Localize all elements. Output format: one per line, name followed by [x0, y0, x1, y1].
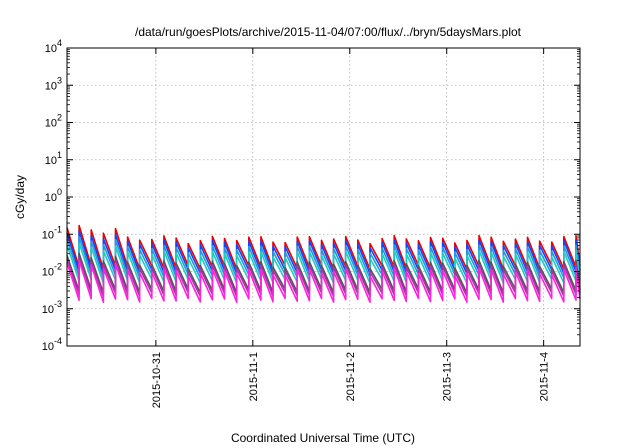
y-axis-label: cGy/day	[13, 175, 27, 219]
y-tick-label: 10-1	[42, 224, 62, 241]
x-axis: 2015-10-31 2015-11-1 2015-11-2 2015-11-3 201…	[151, 48, 551, 408]
x-tick-label: 2015-11-2	[345, 352, 357, 401]
chart-title: /data/run/goesPlots/archive/2015-11-04/0…	[135, 25, 522, 39]
x-tick-label: 2015-11-4	[539, 352, 551, 401]
y-tick-label: 102	[45, 113, 62, 130]
y-tick-label: 100	[45, 187, 62, 204]
series-line-3	[66, 235, 581, 279]
y-axis: 10-4 10-3 10-2 10-1 100 101 102 103 104	[42, 38, 580, 353]
x-axis-label: Coordinated Universal Time (UTC)	[231, 431, 415, 445]
series-line-6	[66, 256, 581, 298]
x-tick-label: 2015-10-31	[151, 352, 163, 408]
y-tick-label: 104	[45, 38, 62, 55]
y-tick-label: 10-3	[42, 299, 62, 316]
series-line-4	[66, 242, 581, 284]
x-tick-label: 2015-11-3	[442, 352, 454, 401]
series-line-7	[66, 259, 581, 303]
series-group	[66, 224, 581, 303]
y-tick-label: 10-2	[42, 262, 62, 279]
series-line-2	[66, 230, 581, 275]
y-tick-label: 103	[45, 75, 62, 92]
y-tick-label: 101	[45, 150, 62, 167]
x-tick-label: 2015-11-1	[248, 352, 260, 401]
series-line-5	[66, 252, 581, 294]
y-tick-label: 10-4	[42, 336, 62, 353]
series-line-1	[66, 224, 581, 271]
